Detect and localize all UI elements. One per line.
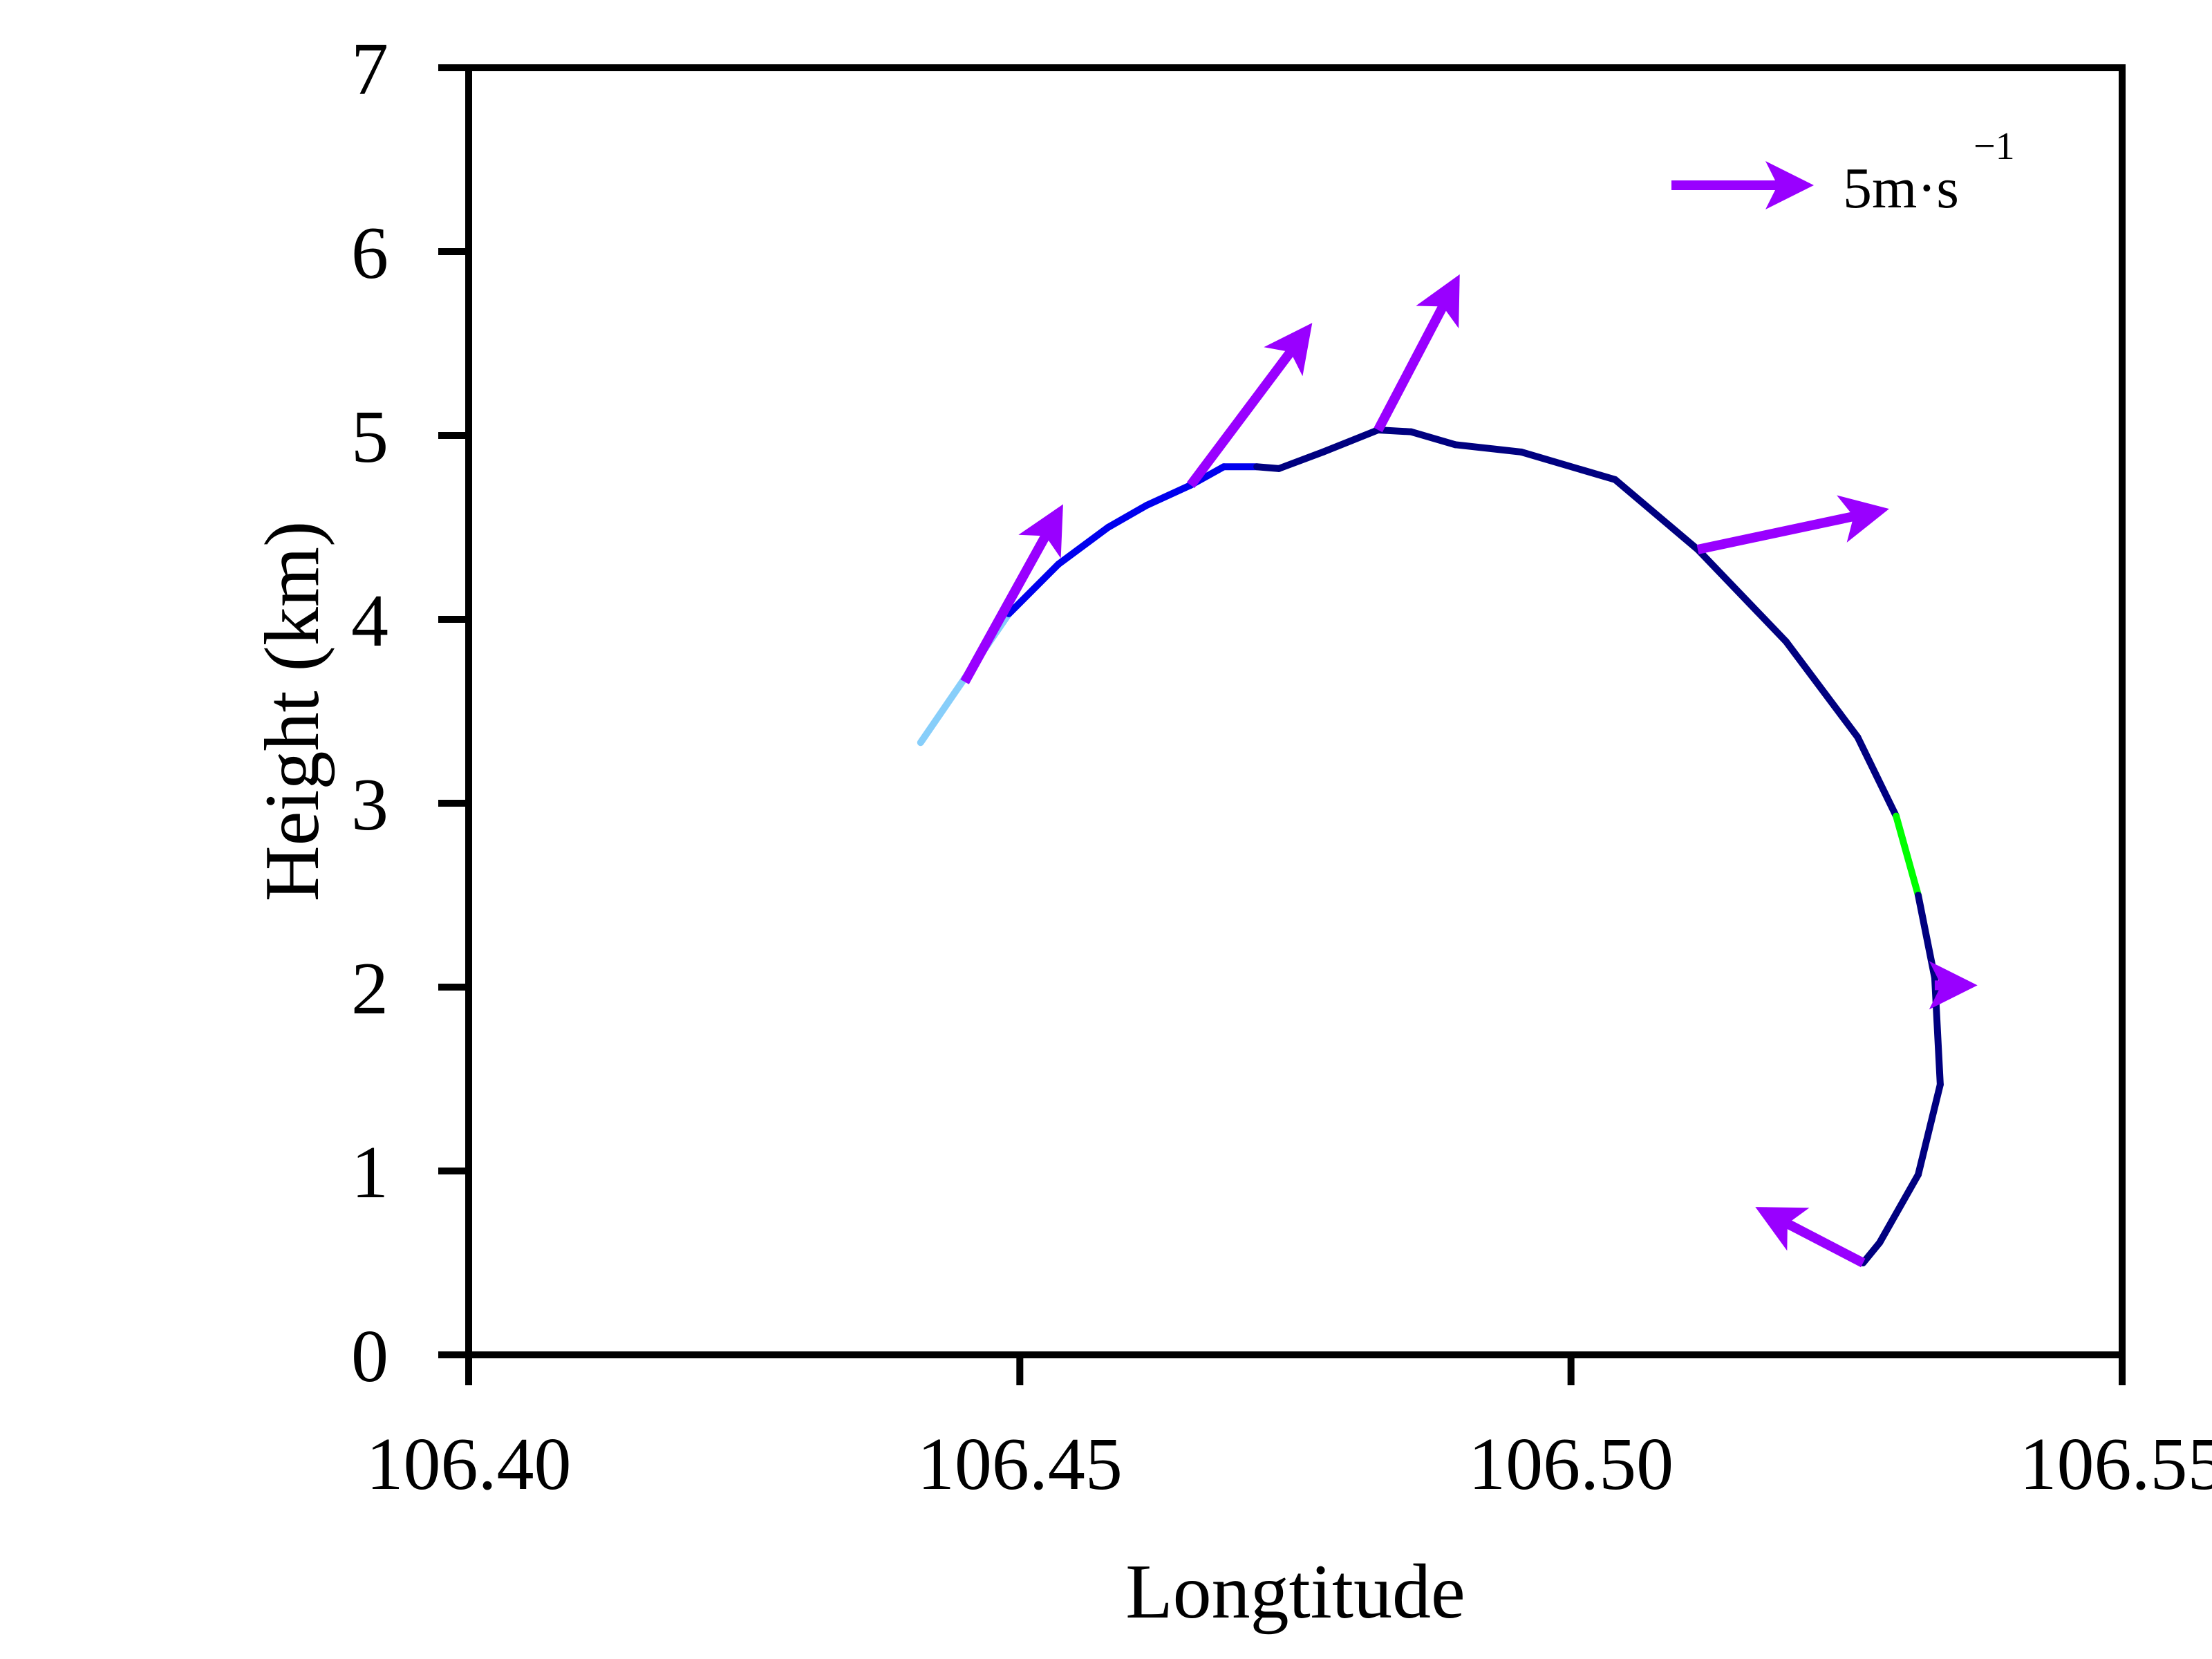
y-tick-label: 0 (351, 1315, 388, 1398)
trajectory-segment (1914, 1080, 1944, 1179)
trajectory-segment (1319, 427, 1382, 456)
wind-vector-arrow (1696, 495, 1889, 554)
y-tick-label: 4 (351, 580, 388, 662)
trajectory-segment (1104, 502, 1150, 531)
trajectory-segment (1374, 427, 1415, 435)
trajectory-segment (1005, 561, 1062, 618)
wind-vector-arrow (960, 504, 1063, 684)
legend: 5m·s −1 (1671, 125, 2015, 221)
y-tick-label: 1 (351, 1132, 388, 1214)
trajectory (917, 427, 1944, 1266)
wind-vector-arrow (1374, 274, 1460, 433)
trajectory-segment (1452, 441, 1525, 456)
wind-vector-arrow (1186, 323, 1313, 489)
trajectory-segment (1914, 892, 1938, 982)
y-tick-label: 2 (351, 948, 388, 1030)
trajectory-segment (1055, 524, 1112, 568)
y-tick-label: 3 (351, 764, 388, 846)
legend-label: 5m·s −1 (1843, 125, 2015, 221)
trajectory-segment (917, 675, 968, 747)
x-tick-label: 106.40 (366, 1423, 572, 1506)
trajectory-segment (1694, 545, 1790, 645)
wind-vectors (960, 274, 1978, 1268)
trajectory-segment (1611, 476, 1702, 553)
trajectory-segment (1253, 463, 1283, 472)
trajectory-segment (1854, 733, 1900, 820)
legend-label-text: 5m·s (1843, 156, 1959, 221)
trajectory-segment (1275, 448, 1327, 472)
y-axis-label: Height (km) (250, 521, 335, 902)
y-tick-label: 5 (351, 396, 388, 478)
y-tick-label: 7 (351, 28, 388, 111)
plot-frame (465, 64, 2126, 1358)
legend-label-superscript: −1 (1974, 125, 2015, 168)
trajectory-segment (1931, 974, 1944, 1088)
trajectory-segment (1143, 481, 1194, 509)
trajectory-segment (1782, 637, 1862, 741)
x-tick-label: 106.50 (1468, 1423, 1674, 1506)
x-axis-label: Longtitude (1125, 1549, 1465, 1635)
trajectory-segment (1517, 448, 1619, 483)
x-axis: 106.40 106.45 106.50 106.55 (366, 1355, 2212, 1506)
x-tick-label: 106.55 (2020, 1423, 2212, 1506)
trajectory-segment (1859, 1239, 1884, 1266)
trajectory-segment (1407, 428, 1459, 449)
y-tick-label: 6 (351, 212, 388, 294)
trajectory-segment (1893, 812, 1922, 899)
wind-vector-arrow (1755, 1207, 1866, 1268)
y-axis: 0 1 2 3 4 5 6 7 (351, 28, 469, 1398)
x-tick-label: 106.45 (917, 1423, 1123, 1506)
trajectory-segment (1876, 1171, 1922, 1246)
